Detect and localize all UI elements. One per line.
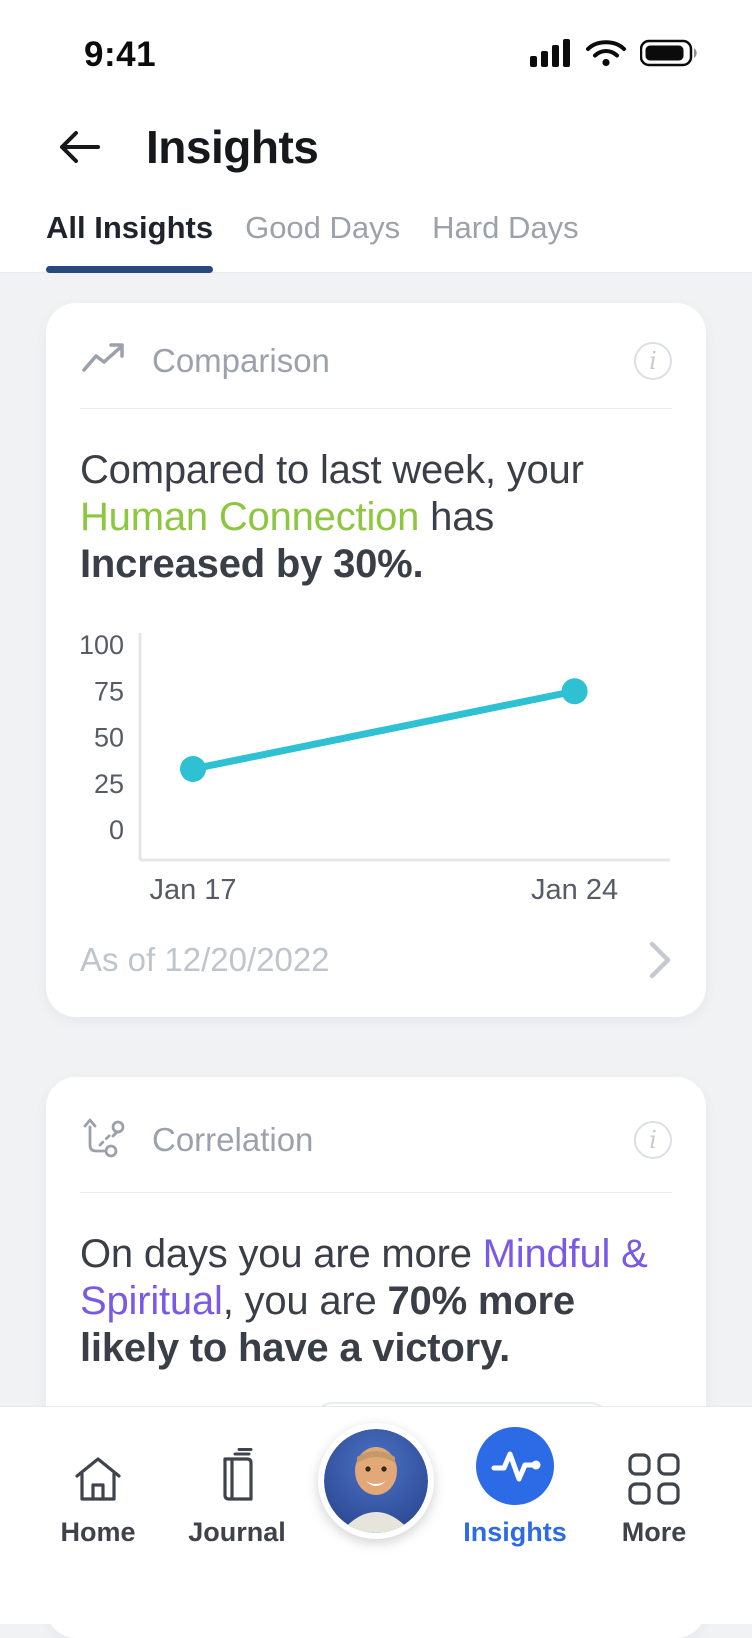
- top-header-block: 9:41: [0, 0, 752, 273]
- correlation-icon: [80, 1113, 128, 1166]
- tab-good-days[interactable]: Good Days: [245, 210, 401, 245]
- correlation-emphasis: 70% more likely to have a victory.: [80, 1279, 575, 1370]
- comparison-card-title: Comparison: [152, 341, 330, 379]
- wifi-icon: [586, 39, 626, 72]
- as-of-date: As of 12/20/2022: [80, 941, 330, 979]
- nav-label-insights: Insights: [463, 1517, 567, 1547]
- correlation-text-part2: , you are: [222, 1279, 388, 1324]
- svg-text:Jan 17: Jan 17: [149, 874, 236, 905]
- comparison-chart-block: 0 25 50 75 100 Jan 17 Jan 24: [80, 627, 672, 905]
- comparison-text-part1: Compared to last week, your: [80, 448, 584, 492]
- comparison-detail-chevron[interactable]: [648, 939, 672, 981]
- comparison-emphasis: Increased by 30%.: [80, 541, 424, 586]
- svg-text:25: 25: [94, 769, 124, 799]
- battery-icon: [639, 38, 702, 73]
- page-title: Insights: [146, 121, 319, 173]
- svg-text:100: 100: [80, 630, 124, 660]
- nav-item-more[interactable]: More: [594, 1427, 714, 1548]
- nav-item-insights[interactable]: Insights: [455, 1427, 575, 1548]
- tab-hard-days[interactable]: Hard Days: [432, 210, 579, 245]
- back-button[interactable]: [56, 129, 102, 165]
- nav-item-profile[interactable]: [316, 1423, 436, 1539]
- cellular-signal-icon: [530, 38, 572, 72]
- comparison-text-part2: has: [419, 494, 495, 539]
- svg-text:75: 75: [94, 677, 124, 707]
- correlation-info-button[interactable]: i: [634, 1120, 672, 1159]
- avatar: [318, 1423, 434, 1539]
- nav-label-more: More: [621, 1517, 687, 1547]
- correlation-card-title: Correlation: [152, 1120, 314, 1158]
- status-time: 9:41: [84, 35, 157, 74]
- nav-item-journal[interactable]: Journal: [177, 1427, 297, 1548]
- svg-text:50: 50: [94, 723, 124, 753]
- status-icons: [530, 38, 702, 73]
- comparison-card-header: Comparison i: [80, 339, 672, 408]
- comparison-card: Comparison i Compared to last week, your…: [46, 303, 706, 1018]
- nav-item-home[interactable]: Home: [38, 1427, 158, 1548]
- page-header: Insights: [0, 92, 752, 204]
- status-bar: 9:41: [0, 0, 752, 92]
- comparison-insight-text: Compared to last week, your Human Connec…: [80, 447, 658, 587]
- tab-bar: All Insights Good Days Hard Days: [0, 204, 752, 273]
- trend-arrow-icon: [80, 339, 128, 382]
- info-icon: i: [649, 1125, 657, 1154]
- nav-label-home: Home: [60, 1517, 136, 1547]
- correlation-text-part1: On days you are more: [80, 1232, 483, 1277]
- tab-all-insights[interactable]: All Insights: [46, 204, 214, 273]
- svg-text:Jan 24: Jan 24: [531, 874, 618, 905]
- correlation-card-header: Correlation i: [80, 1113, 672, 1192]
- svg-text:0: 0: [109, 815, 124, 845]
- info-icon: i: [649, 346, 657, 375]
- insights-icon: [476, 1427, 554, 1505]
- card-divider: [80, 408, 672, 409]
- correlation-insight-text: On days you are more Mindful & Spiritual…: [80, 1231, 658, 1371]
- comparison-card-footer: As of 12/20/2022: [80, 939, 672, 981]
- correlation-highlight: Mindful & Spiritual: [80, 1232, 648, 1324]
- home-icon: [70, 1427, 126, 1505]
- nav-label-journal: Journal: [188, 1517, 286, 1547]
- bottom-nav-bar: Home Journal: [0, 1406, 752, 1624]
- journal-icon: [209, 1427, 265, 1505]
- more-grid-icon: [628, 1427, 680, 1505]
- comparison-chart: 0 25 50 75 100 Jan 17 Jan 24: [80, 630, 670, 905]
- comparison-info-button[interactable]: i: [634, 341, 672, 380]
- card-divider: [80, 1192, 672, 1194]
- comparison-highlight: Human Connection: [80, 494, 420, 539]
